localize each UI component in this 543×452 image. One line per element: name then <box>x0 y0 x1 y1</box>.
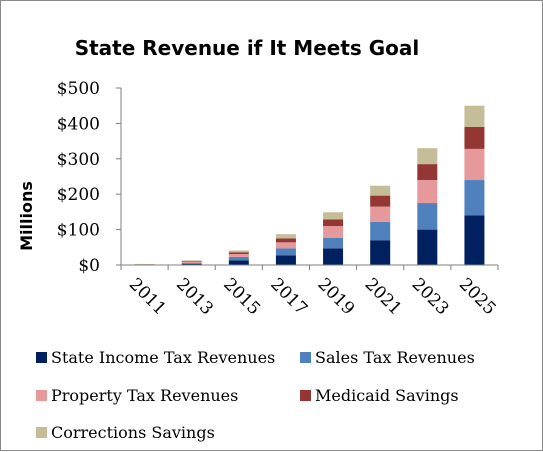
bars <box>135 106 485 265</box>
legend-swatch-2 <box>36 390 47 401</box>
legend-swatch-0 <box>36 352 47 363</box>
bar-2019-series-1 <box>323 238 343 249</box>
bar-2017-series-4 <box>276 234 296 238</box>
legend-label-2: Property Tax Revenues <box>51 386 238 405</box>
bar-2021-series-3 <box>370 196 390 207</box>
chart-title: State Revenue if It Meets Goal <box>75 36 420 60</box>
bar-2019-series-2 <box>323 226 343 238</box>
y-tick-label-100: $100 <box>57 221 100 241</box>
bar-2023-series-0 <box>417 230 437 265</box>
y-tick-label-500: $500 <box>57 79 100 99</box>
x-tick-label-2025: 2025 <box>455 274 500 319</box>
y-tick-labels: $0 $100 $200 $300 $400 $500 <box>57 79 100 276</box>
bar-2019-series-4 <box>323 212 343 219</box>
legend-swatch-4 <box>36 427 47 438</box>
legend-label-3: Medicaid Savings <box>315 386 459 405</box>
legend-label-4: Corrections Savings <box>51 423 215 442</box>
bar-2015-series-2 <box>229 254 249 257</box>
x-tick-label-2011: 2011 <box>125 274 170 319</box>
x-tick-label-2021: 2021 <box>361 274 406 319</box>
bar-2013-series-2 <box>182 262 202 263</box>
bar-2023-series-3 <box>417 164 437 180</box>
bar-2025-series-2 <box>464 149 484 180</box>
bar-2013-series-3 <box>182 261 202 262</box>
x-tick-label-2019: 2019 <box>314 274 359 319</box>
bar-2017-series-3 <box>276 238 296 242</box>
bar-2021-series-4 <box>370 186 390 196</box>
bar-2021-series-2 <box>370 207 390 222</box>
x-tick-label-2023: 2023 <box>408 274 453 319</box>
bar-2021-series-0 <box>370 240 390 265</box>
x-tick-label-2013: 2013 <box>172 274 217 319</box>
bar-2025-series-3 <box>464 127 484 149</box>
legend-label-1: Sales Tax Revenues <box>315 348 475 367</box>
axes <box>116 88 498 270</box>
legend-swatch-3 <box>300 390 311 401</box>
bar-2023-series-4 <box>417 148 437 164</box>
bar-2025-series-1 <box>464 180 484 215</box>
bar-2015-series-4 <box>229 250 249 252</box>
bar-2015-series-3 <box>229 252 249 254</box>
bar-2025-series-0 <box>464 215 484 265</box>
bar-2013-series-4 <box>182 260 202 261</box>
bar-2025-series-4 <box>464 106 484 127</box>
bar-2019-series-0 <box>323 248 343 265</box>
bar-2023-series-2 <box>417 180 437 203</box>
x-tick-label-2015: 2015 <box>219 274 264 319</box>
bar-2015-series-1 <box>229 257 249 261</box>
bar-2023-series-1 <box>417 203 437 230</box>
legend-label-0: State Income Tax Revenues <box>51 348 275 367</box>
y-axis-label: Millions <box>17 181 36 251</box>
y-tick-label-400: $400 <box>57 114 100 134</box>
y-tick-label-0: $0 <box>78 256 100 276</box>
legend: State Income Tax Revenues Sales Tax Reven… <box>36 348 475 442</box>
y-tick-label-200: $200 <box>57 185 100 205</box>
legend-swatch-1 <box>300 352 311 363</box>
bar-2015-series-0 <box>229 260 249 265</box>
x-tick-label-2017: 2017 <box>266 274 311 319</box>
bar-2017-series-1 <box>276 248 296 255</box>
bar-2017-series-2 <box>276 242 296 248</box>
y-tick-label-300: $300 <box>57 150 100 170</box>
bar-2017-series-0 <box>276 255 296 265</box>
bar-2019-series-3 <box>323 219 343 226</box>
bar-2013-series-1 <box>182 263 202 264</box>
bar-2021-series-1 <box>370 222 390 240</box>
